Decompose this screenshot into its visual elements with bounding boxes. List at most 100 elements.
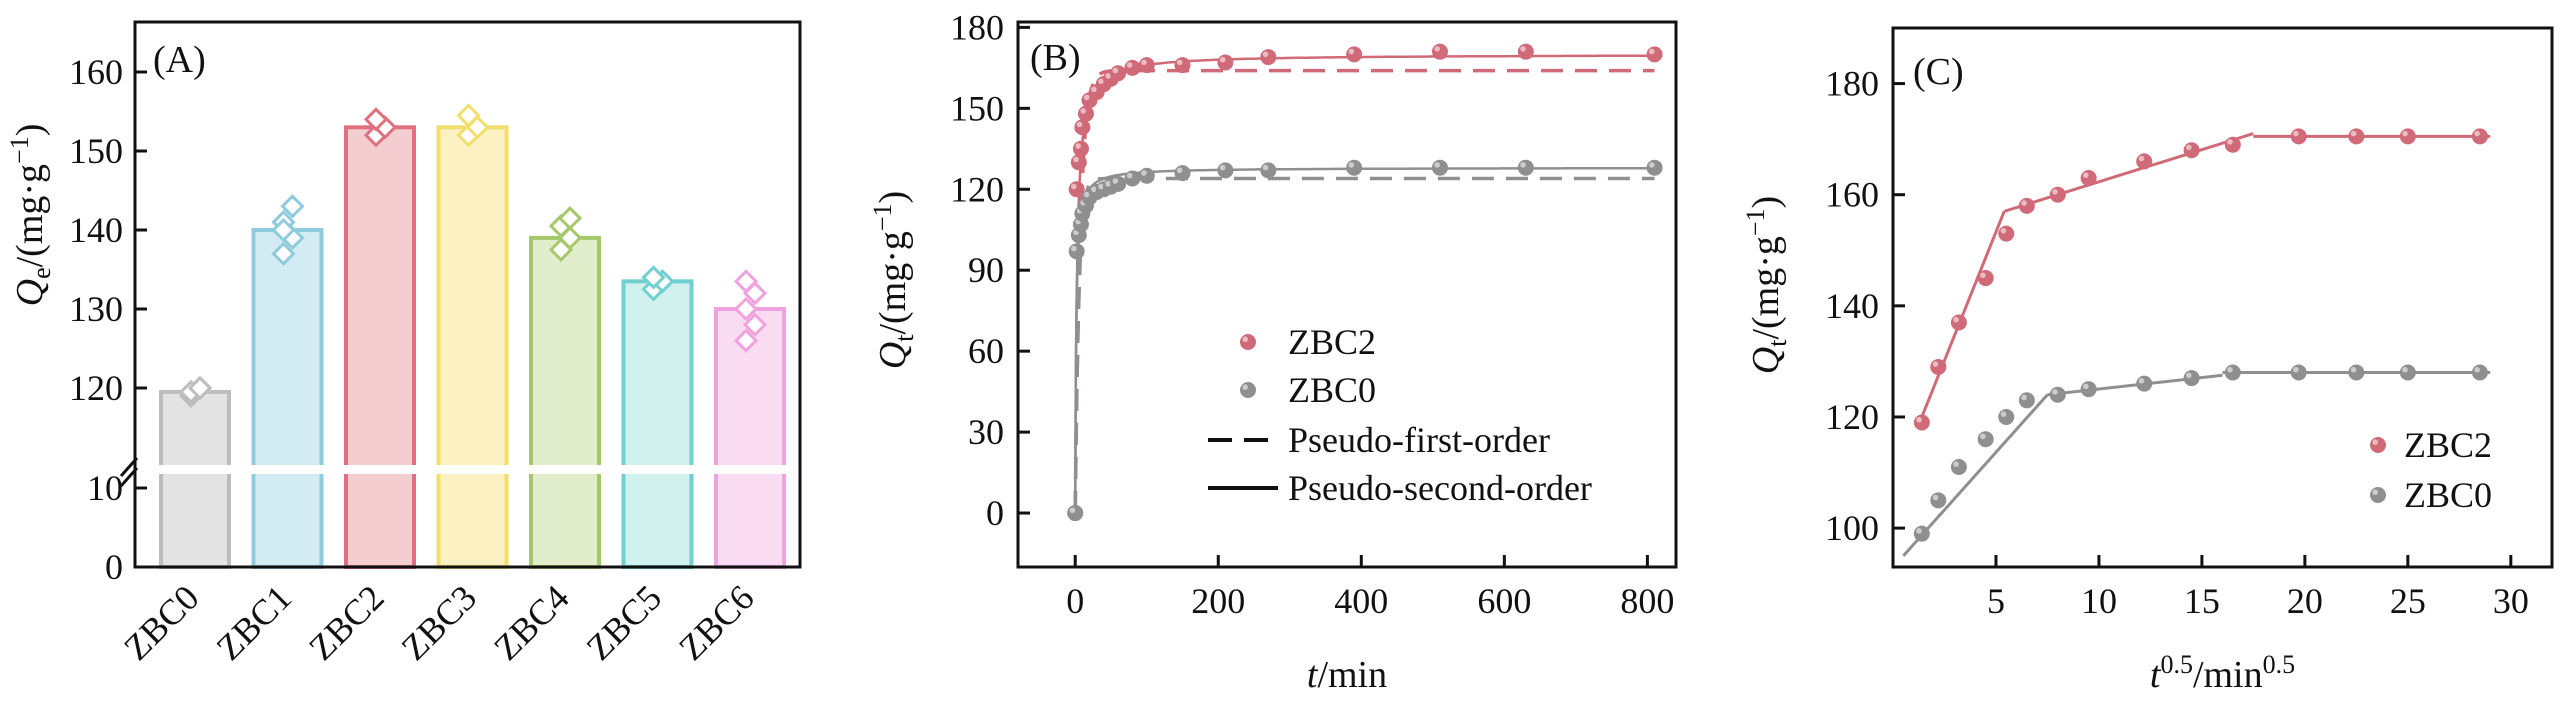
- replicate-point-zbc0: [187, 375, 213, 401]
- legend-label-zbc2: ZBC2: [1288, 322, 1376, 362]
- panel-c-ylabel-var: Q: [1745, 347, 1787, 374]
- y-tick-label: 0: [105, 547, 123, 587]
- x-tick-label-zbc6: ZBC6: [671, 577, 762, 668]
- data-point-zbc2: [1930, 358, 1947, 375]
- data-point-zbc0: [2224, 364, 2241, 381]
- y-tick-label: 180: [1825, 64, 1879, 104]
- x-tick-label: 200: [1191, 581, 1245, 621]
- data-point-zbc2-highlight: [1348, 48, 1355, 55]
- y-tick-label: 160: [69, 52, 123, 92]
- panel-a-ylabel-unit: /(mg·g: [9, 164, 51, 267]
- data-point-zbc0-highlight: [2474, 366, 2480, 373]
- data-point-zbc0-highlight: [1932, 494, 1939, 501]
- data-point-zbc0: [2080, 381, 2097, 398]
- data-point-zbc0: [1998, 408, 2015, 425]
- data-point-zbc2: [2136, 153, 2153, 170]
- panel-c-frame: [1891, 26, 2554, 569]
- panel-b-frame: [1016, 20, 1678, 569]
- y-tick-label: 90: [968, 250, 1004, 290]
- replicate-point-zbc5: [641, 265, 666, 290]
- data-point-zbc2-highlight: [2402, 130, 2408, 137]
- data-point-zbc0-highlight: [2227, 366, 2233, 373]
- legend-marker-zbc2: [2370, 437, 2386, 453]
- y-tick-label: 100: [1825, 508, 1879, 548]
- data-point-zbc2-highlight: [2021, 200, 2027, 206]
- data-point-zbc0: [2399, 364, 2416, 381]
- bar-zbc1: [251, 228, 324, 569]
- fit-segment-zbc2: [1920, 210, 2006, 418]
- data-point-zbc0: [1977, 431, 1994, 448]
- data-point-zbc0-highlight: [1112, 178, 1119, 184]
- y-tick-label: 180: [950, 7, 1004, 47]
- data-point-zbc2: [1977, 270, 1994, 287]
- data-point-zbc0-highlight: [1262, 164, 1269, 171]
- replicate-point-zbc1: [271, 241, 296, 266]
- panel-label: (B): [1030, 37, 1081, 79]
- data-point-zbc2-highlight: [1141, 59, 1147, 66]
- axis-break-band: [127, 465, 802, 474]
- data-point-zbc2-highlight: [1980, 272, 1986, 279]
- panel-c-xlabel-unit-exp: 0.5: [2263, 650, 2296, 679]
- data-point-zbc2-highlight: [2293, 130, 2299, 137]
- y-tick-label: 0: [986, 493, 1004, 533]
- x-tick-label-zbc3: ZBC3: [394, 577, 485, 668]
- data-point-zbc2: [1998, 225, 2015, 242]
- data-point-zbc0-highlight: [1105, 180, 1111, 187]
- data-point-zbc2-highlight: [1105, 73, 1111, 79]
- data-point-zbc0: [1346, 159, 1363, 176]
- data-point-zbc0-highlight: [2000, 411, 2007, 417]
- data-point-zbc0: [2348, 364, 2365, 381]
- data-point-zbc2: [1913, 414, 1930, 431]
- data-point-zbc0: [1174, 165, 1191, 182]
- legend-marker-zbc2-highlight: [1242, 336, 1248, 343]
- data-point-zbc2-highlight: [1434, 46, 1440, 52]
- panel-c-ylabel-sub: t: [1763, 339, 1792, 347]
- replicate-point-zbc6: [733, 296, 759, 322]
- y-tick-label: 120: [1825, 397, 1879, 437]
- legend-label-zbc0: ZBC0: [2404, 475, 2492, 515]
- data-point-zbc2-highlight: [1073, 156, 1079, 163]
- data-point-zbc0-highlight: [2138, 378, 2145, 384]
- panel-a-ylabel-sub: e: [27, 267, 56, 279]
- data-point-zbc2: [2018, 197, 2035, 214]
- y-tick-label: 120: [950, 169, 1004, 209]
- legend-marker-zbc0: [1240, 382, 1256, 398]
- data-point-zbc0-highlight: [1098, 183, 1104, 190]
- data-point-zbc2: [1077, 105, 1094, 122]
- data-point-zbc0-highlight: [1916, 528, 1922, 534]
- data-point-zbc0-highlight: [2350, 366, 2357, 373]
- data-point-zbc0: [2471, 364, 2488, 381]
- data-point-zbc2-highlight: [2083, 172, 2089, 179]
- data-point-zbc0-highlight: [1219, 164, 1226, 171]
- data-point-zbc0: [2183, 370, 2200, 387]
- panel-b-ylabel-var: Q: [872, 342, 914, 369]
- y-tick-label: 120: [69, 368, 123, 408]
- data-point-zbc0-highlight: [1091, 186, 1097, 192]
- x-tick-label: 15: [2184, 581, 2220, 621]
- data-point-zbc2: [1646, 46, 1663, 63]
- panel-b-ylabel-unit: /(mg·g: [872, 231, 914, 334]
- replicate-point-zbc6: [742, 312, 768, 337]
- data-point-zbc0: [1913, 525, 1930, 542]
- y-tick-label: 130: [69, 289, 123, 329]
- data-point-zbc2-highlight: [1648, 48, 1655, 55]
- panel-b-ylabel-exp: −1: [868, 203, 897, 231]
- data-point-zbc2-highlight: [1091, 86, 1097, 93]
- data-point-zbc0-highlight: [1083, 191, 1090, 198]
- data-point-zbc0-highlight: [2402, 366, 2408, 373]
- data-point-zbc2: [1346, 46, 1363, 63]
- panel-a-ylabel: Qe/(mg·g−1): [5, 124, 56, 307]
- data-point-zbc0: [1067, 505, 1084, 522]
- panel-label: (C): [1913, 51, 1964, 93]
- data-point-zbc2-highlight: [1071, 183, 1077, 190]
- panel-a-ylabel-var: Q: [9, 279, 51, 306]
- data-point-zbc0: [2049, 386, 2066, 403]
- panel-b-xlabel: t/min: [1307, 654, 1387, 696]
- data-point-zbc2-highlight: [1098, 78, 1104, 85]
- panel-b-xlabel-var: t: [1307, 654, 1319, 696]
- panel-label: (A): [153, 39, 206, 81]
- legend-marker-zbc2: [1240, 334, 1256, 350]
- data-point-zbc0-highlight: [2293, 366, 2299, 373]
- replicate-point-zbc3: [456, 103, 481, 128]
- data-point-zbc0-highlight: [1071, 245, 1077, 252]
